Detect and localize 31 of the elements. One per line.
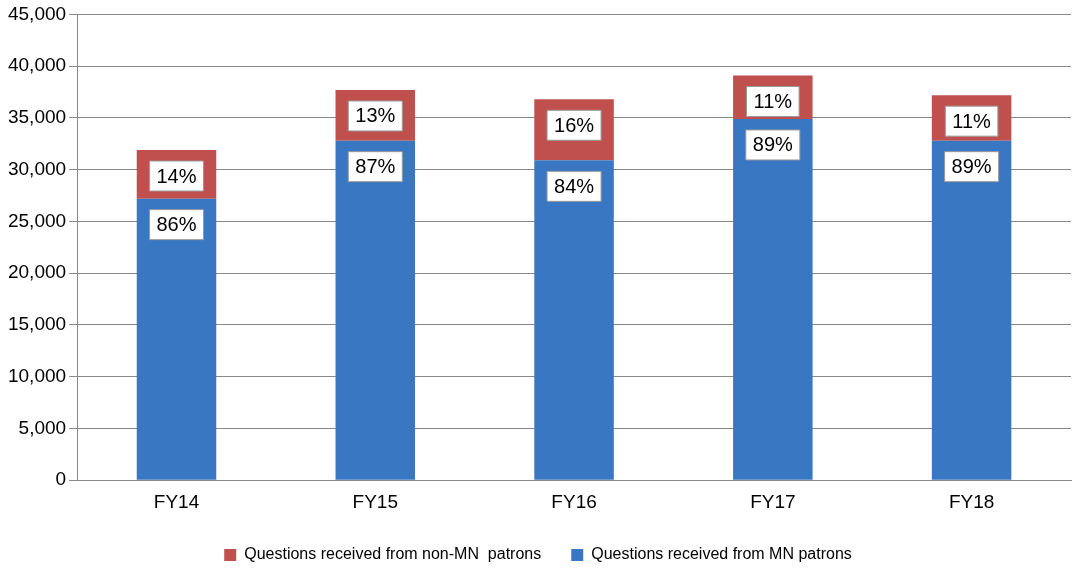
legend-label: Questions received from MN patrons: [591, 545, 852, 563]
y-tick-label: 45,000: [7, 2, 67, 24]
annotation: 11%: [753, 89, 793, 112]
annotation: 89%: [752, 133, 794, 156]
annotation: 87%: [355, 155, 396, 178]
bar: [335, 140, 416, 480]
annotation: 11%: [952, 109, 992, 132]
y-tick-label: 35,000: [7, 106, 67, 128]
bar: [534, 160, 614, 480]
y-tick-label: 0: [55, 468, 67, 490]
x-tick-label: FY17: [750, 490, 796, 512]
annotation: 14%: [156, 164, 197, 187]
annotation: 84%: [554, 174, 595, 197]
bar: [136, 198, 217, 480]
legend-label: Questions received from non-MN patrons: [244, 545, 542, 563]
annotation: 16%: [554, 113, 595, 136]
y-tick-label: 40,000: [7, 54, 67, 76]
x-tick-label: FY18: [948, 490, 995, 512]
y-tick-label: 10,000: [7, 364, 67, 386]
annotation: 89%: [951, 155, 992, 178]
y-tick-label: 25,000: [7, 209, 67, 231]
y-tick-label: 5,000: [18, 416, 67, 438]
annotation: 13%: [355, 104, 396, 127]
y-tick-label: 30,000: [7, 157, 67, 179]
x-tick-label: FY14: [153, 490, 200, 512]
x-tick-label: FY15: [352, 490, 398, 512]
bar: [931, 140, 1012, 480]
x-tick-label: FY16: [551, 490, 597, 512]
annotation: 86%: [156, 213, 197, 236]
y-tick-label: 15,000: [7, 313, 67, 335]
y-tick-label: 20,000: [7, 261, 67, 283]
